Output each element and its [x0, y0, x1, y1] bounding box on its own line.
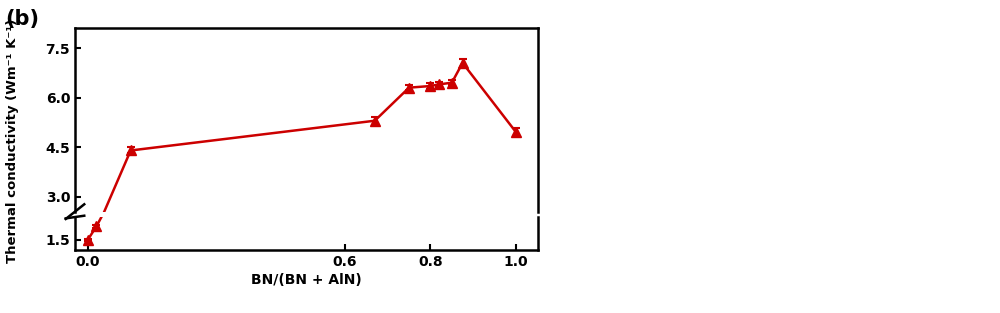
X-axis label: BN/(BN + AlN): BN/(BN + AlN): [251, 274, 362, 287]
Text: Thermal conductivity (Wm⁻¹ K⁻¹): Thermal conductivity (Wm⁻¹ K⁻¹): [6, 19, 20, 263]
Text: (b): (b): [5, 9, 39, 29]
